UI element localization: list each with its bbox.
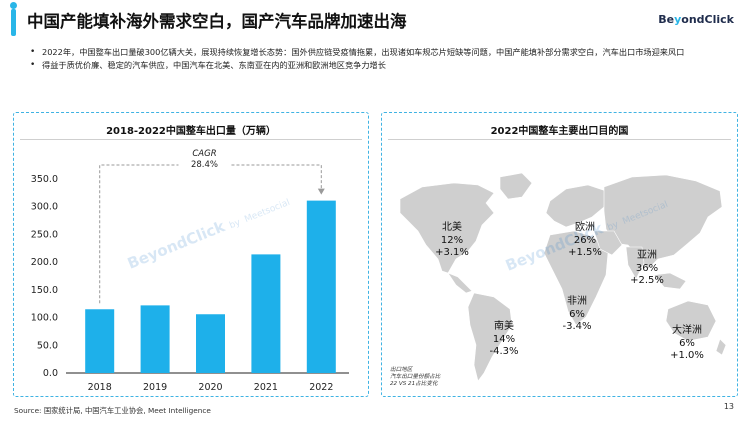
region-change: -4.3% [489, 346, 519, 357]
x-tick-label: 2020 [198, 382, 222, 393]
cagr-label: CAGR [192, 149, 216, 159]
middle-east-shape [593, 230, 623, 256]
region-share: 12% [440, 234, 464, 246]
brand-logo: BeyondClick [658, 13, 734, 26]
region-south-america: 南美 14% -4.3% [479, 321, 529, 359]
x-tick-label: 2018 [88, 382, 112, 393]
region-change: +2.5% [630, 275, 664, 286]
x-tick-label: 2022 [309, 382, 333, 393]
region-share: 36% [635, 262, 659, 274]
title-accent-bar [11, 9, 16, 36]
region-name: 北美 [442, 222, 462, 233]
y-tick-label: 350.0 [31, 174, 58, 185]
legend-line: 汽车出口量份额占比 [390, 374, 441, 380]
page-title: 中国产能填补海外需求空白，国产汽车品牌加速出海 [27, 12, 407, 31]
southeast-asia-shape [653, 272, 687, 290]
region-name: 非洲 [567, 296, 587, 307]
export-volume-panel: 2018-2022中国整车出口量（万辆） 0.0 50.0 100.0 150.0 20… [13, 112, 369, 397]
region-share: 6% [569, 308, 585, 320]
bar [85, 309, 115, 373]
bar [140, 305, 170, 373]
region-europe: 欧洲 26% +1.5% [560, 222, 610, 260]
south-america-shape [467, 292, 513, 382]
map-title: 2022中国整车主要出口目的国 [490, 126, 629, 137]
region-oceania: 大洋洲 6% +1.0% [659, 325, 715, 363]
region-north-america: 北美 12% +3.1% [427, 222, 477, 260]
source-note: Source: 国家统计局, 中国汽车工业协会, Meet Intelligen… [14, 406, 211, 415]
central-america-shape [447, 272, 473, 294]
cagr-arrowhead [317, 188, 325, 195]
title-accent-dot [10, 2, 17, 9]
y-tick-label: 100.0 [31, 313, 58, 324]
y-tick-label: 300.0 [31, 202, 58, 213]
region-africa: 非洲 6% -3.4% [552, 296, 602, 334]
region-share: 6% [679, 337, 695, 349]
y-tick-label: 0.0 [43, 368, 58, 379]
bullet-item: 2022年，中国整车出口量破300亿辆大关，展现持续恢复增长态势：国外供应链受疫… [28, 46, 708, 59]
legend-line: 22 VS 21占比变化 [390, 381, 438, 387]
panel-divider [388, 139, 731, 140]
y-tick-label: 50.0 [37, 340, 58, 351]
export-destination-panel: 2022中国整车主要出口目的国 [381, 112, 738, 397]
map-legend: 出口地区 汽车出口量份额占比 22 VS 21占比变化 [390, 367, 440, 388]
region-change: +3.1% [435, 247, 469, 258]
x-tick-label: 2021 [254, 382, 278, 393]
region-share: 26% [573, 234, 597, 246]
region-name: 大洋洲 [672, 325, 702, 336]
y-tick-label: 150.0 [31, 285, 58, 296]
bullet-item: 得益于质优价廉、稳定的汽车供应，中国汽车在北美、东南亚在内的亚洲和欧洲地区竞争力… [28, 59, 708, 72]
bar [251, 254, 281, 373]
region-name: 欧洲 [575, 222, 595, 233]
x-tick-label: 2019 [143, 382, 167, 393]
cagr-label-bg [178, 145, 231, 171]
cagr-value: 28.4% [191, 160, 218, 170]
bullet-list: 2022年，中国整车出口量破300亿辆大关，展现持续恢复增长态势：国外供应链受疫… [28, 46, 708, 72]
bar [306, 200, 336, 373]
region-name: 南美 [494, 321, 514, 332]
export-bar-chart: 0.0 50.0 100.0 150.0 200.0 250.0 300.0 350.0 201… [31, 145, 349, 393]
region-share: 14% [492, 333, 516, 345]
page-number: 13 [723, 402, 734, 411]
region-change: +1.5% [568, 247, 602, 258]
greenland-shape [499, 172, 533, 200]
region-change: +1.0% [670, 350, 704, 361]
region-name: 亚洲 [637, 250, 657, 261]
bar [196, 314, 225, 373]
y-tick-label: 200.0 [31, 257, 58, 268]
panel-divider [20, 139, 362, 140]
north-america-shape [399, 182, 495, 274]
africa-shape [543, 230, 609, 326]
chart-title: 2018-2022中国整车出口量（万辆） [106, 126, 276, 137]
world-map [399, 172, 727, 382]
india-shape [625, 246, 645, 280]
new-zealand-shape [715, 338, 727, 356]
australia-shape [665, 300, 717, 342]
legend-line: 出口地区 [390, 367, 413, 373]
region-change: -3.4% [562, 321, 592, 332]
europe-shape [545, 184, 607, 228]
y-tick-label: 250.0 [31, 229, 58, 240]
region-asia: 亚洲 36% +2.5% [622, 250, 672, 288]
